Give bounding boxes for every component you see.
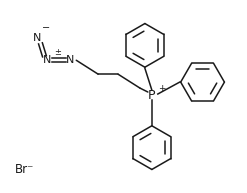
Text: +: + — [158, 84, 165, 93]
Text: Br⁻: Br⁻ — [15, 163, 34, 176]
Text: N: N — [43, 55, 52, 65]
Text: −: − — [42, 24, 50, 34]
Text: N: N — [33, 33, 42, 43]
Text: P: P — [148, 89, 156, 102]
Text: ±: ± — [54, 48, 61, 57]
Text: N: N — [66, 55, 75, 65]
